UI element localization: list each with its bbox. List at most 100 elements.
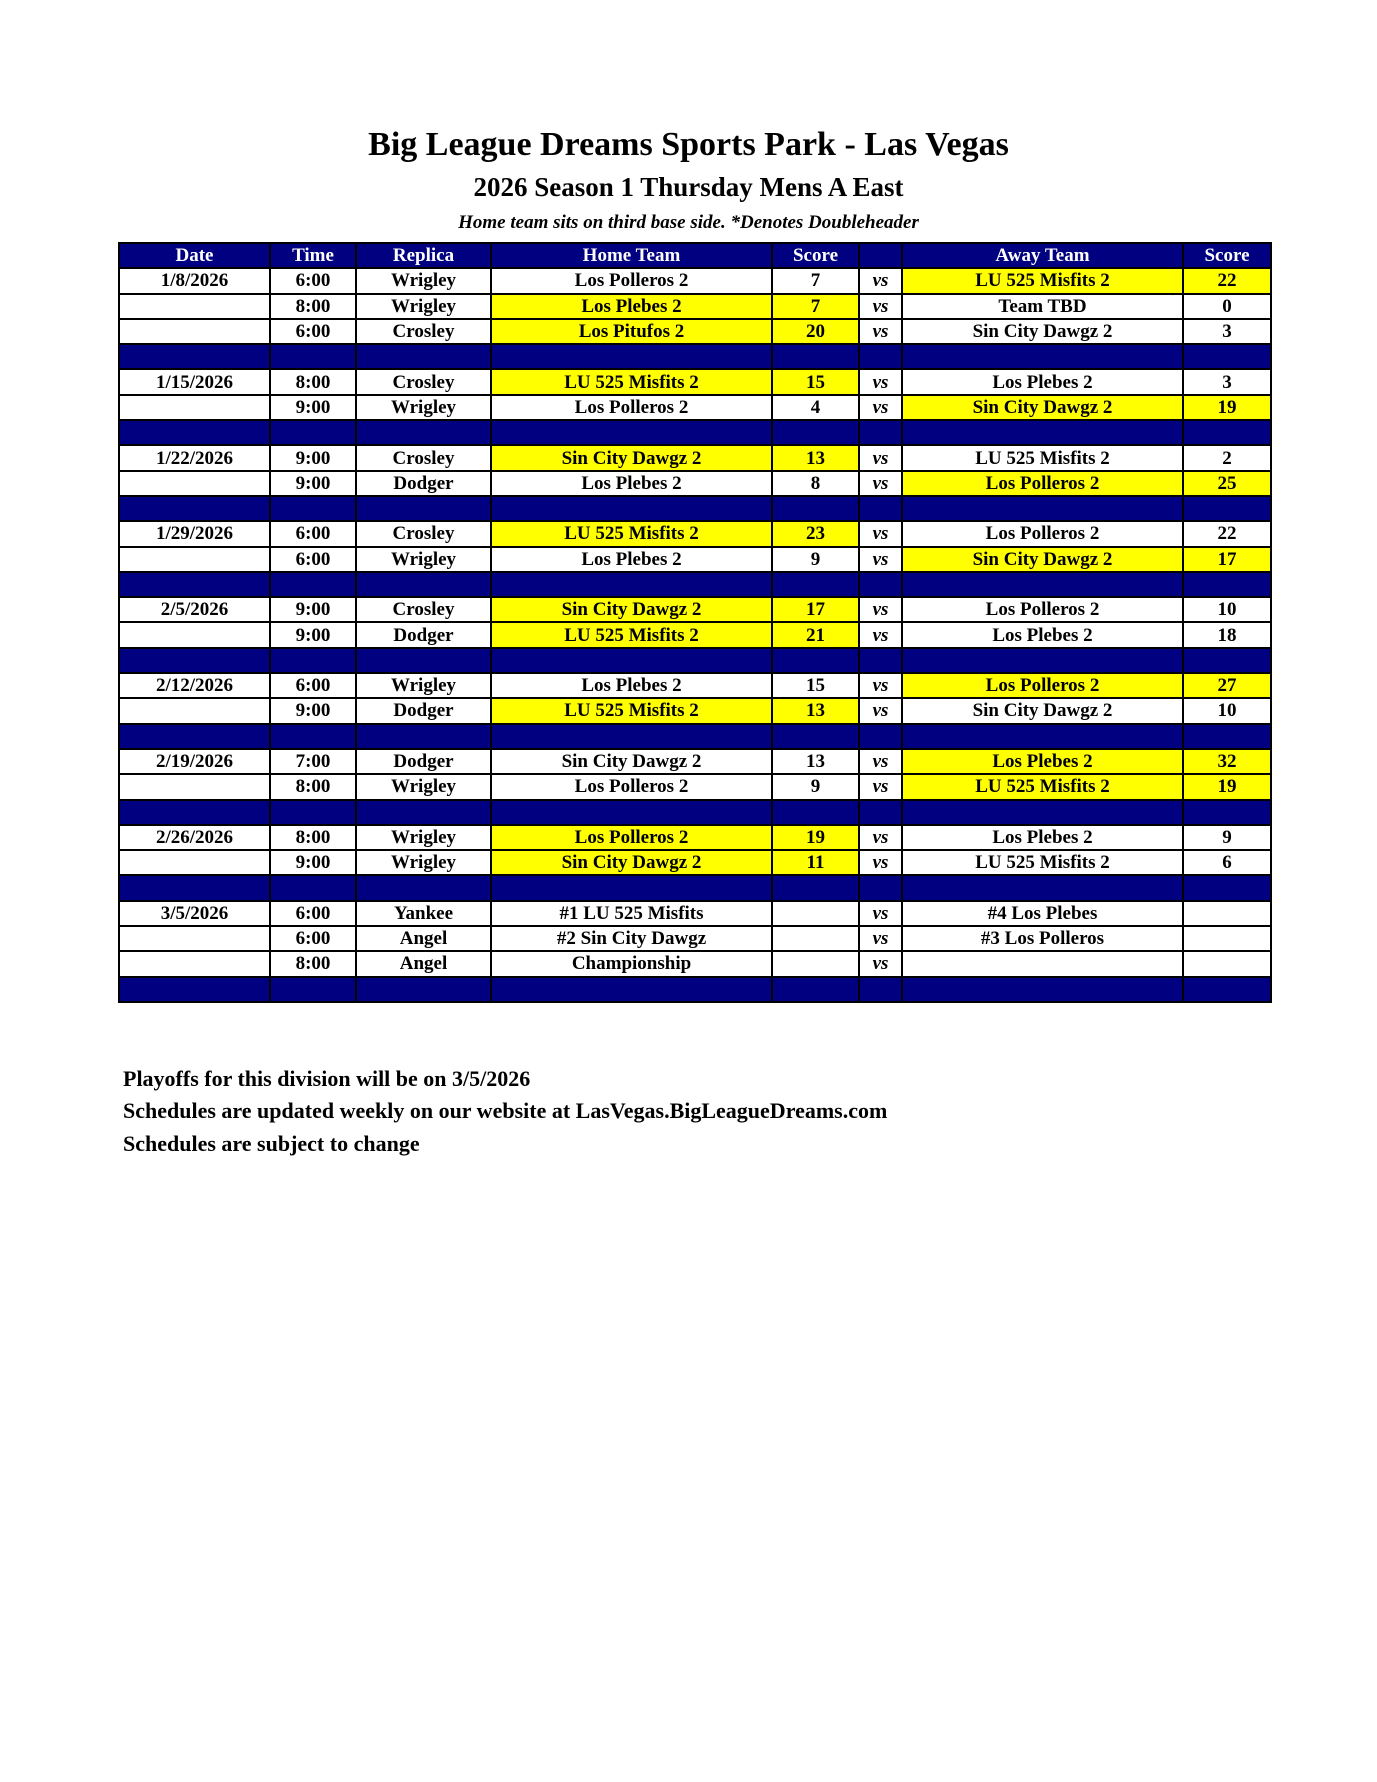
separator-cell <box>771 419 860 447</box>
schedule-note: Home team sits on third base side. *Deno… <box>458 212 919 233</box>
schedule-table: Date Time Replica Home Team Score Away T… <box>118 241 1272 1003</box>
away-team-cell: Sin City Dawgz 2 <box>901 545 1184 573</box>
date-cell: 3/5/2026 <box>118 899 271 928</box>
date-cell <box>118 469 271 497</box>
away-team-cell: Sin City Dawgz 2 <box>901 393 1184 422</box>
table-row: 9:00 Dodger LU 525 Misfits 2 21 vs Los Plebes… <box>118 621 1272 649</box>
date-cell <box>118 950 271 978</box>
table-row: 3/5/2026 6:00 Yankee #1 LU 525 Misfits vs #4 … <box>118 899 1272 928</box>
away-team-cell: Los Plebes 2 <box>901 621 1184 649</box>
home-team-cell: LU 525 Misfits 2 <box>490 621 773 649</box>
schedule-body: 1/8/2026 6:00 Wrigley Los Polleros 2 7 vs LU 5… <box>118 267 1272 1003</box>
time-cell: 8:00 <box>269 368 357 396</box>
col-header-away-score: Score <box>1182 241 1272 270</box>
time-cell: 9:00 <box>269 444 357 472</box>
home-team-cell: Sin City Dawgz 2 <box>490 849 773 877</box>
separator-cell <box>355 722 492 750</box>
separator-cell <box>901 343 1184 371</box>
time-cell: 7:00 <box>269 747 357 776</box>
separator-cell <box>490 570 773 599</box>
home-score-cell: 9 <box>771 773 860 801</box>
table-row: 2/12/2026 6:00 Wrigley Los Plebes 2 15 vs Los … <box>118 672 1272 700</box>
home-team-cell: Los Plebes 2 <box>490 672 773 700</box>
separator-row <box>118 798 1272 826</box>
home-score-cell <box>771 950 860 978</box>
home-team-cell: Los Pitufos 2 <box>490 317 773 346</box>
table-row: 1/8/2026 6:00 Wrigley Los Polleros 2 7 vs LU 5… <box>118 267 1272 295</box>
separator-cell <box>490 419 773 447</box>
away-score-cell: 19 <box>1182 393 1272 422</box>
vs-cell: vs <box>858 545 903 573</box>
separator-cell <box>901 646 1184 675</box>
separator-cell <box>901 874 1184 902</box>
away-score-cell: 3 <box>1182 368 1272 396</box>
home-score-cell: 4 <box>771 393 860 422</box>
col-header-date: Date <box>118 241 271 270</box>
separator-cell <box>118 874 271 902</box>
home-score-cell: 15 <box>771 672 860 700</box>
time-cell: 6:00 <box>269 899 357 928</box>
replica-cell: Yankee <box>355 899 492 928</box>
vs-cell: vs <box>858 469 903 497</box>
home-score-cell: 13 <box>771 697 860 725</box>
separator-row <box>118 646 1272 675</box>
footer-disclaimer: Schedules are subject to change <box>123 1131 420 1156</box>
separator-cell <box>858 874 903 902</box>
separator-cell <box>355 798 492 826</box>
separator-cell <box>269 975 357 1003</box>
separator-cell <box>858 343 903 371</box>
page-subtitle: 2026 Season 1 Thursday Mens A East <box>473 172 904 202</box>
table-row: 6:00 Wrigley Los Plebes 2 9 vs Sin City Dawgz… <box>118 545 1272 573</box>
vs-cell: vs <box>858 317 903 346</box>
away-team-cell: LU 525 Misfits 2 <box>901 773 1184 801</box>
replica-cell: Crosley <box>355 444 492 472</box>
home-score-cell: 7 <box>771 267 860 295</box>
col-header-away-team: Away Team <box>901 241 1184 270</box>
separator-cell <box>118 419 271 447</box>
time-cell: 6:00 <box>269 267 357 295</box>
separator-row <box>118 722 1272 750</box>
home-team-cell: Los Polleros 2 <box>490 773 773 801</box>
separator-cell <box>490 722 773 750</box>
away-score-cell <box>1182 925 1272 953</box>
home-team-cell: Los Polleros 2 <box>490 393 773 422</box>
away-team-cell: Sin City Dawgz 2 <box>901 697 1184 725</box>
separator-cell <box>355 494 492 523</box>
home-team-cell: Sin City Dawgz 2 <box>490 444 773 472</box>
separator-cell <box>1182 975 1272 1003</box>
date-cell <box>118 925 271 953</box>
time-cell: 8:00 <box>269 950 357 978</box>
separator-cell <box>858 646 903 675</box>
separator-cell <box>1182 494 1272 523</box>
separator-cell <box>901 570 1184 599</box>
separator-cell <box>355 646 492 675</box>
separator-cell <box>490 874 773 902</box>
home-score-cell: 13 <box>771 747 860 776</box>
date-cell <box>118 621 271 649</box>
separator-cell <box>1182 722 1272 750</box>
table-row: 9:00 Wrigley Sin City Dawgz 2 11 vs LU 525 Mi… <box>118 849 1272 877</box>
separator-cell <box>490 646 773 675</box>
home-team-cell: LU 525 Misfits 2 <box>490 368 773 396</box>
separator-row <box>118 494 1272 523</box>
replica-cell: Dodger <box>355 747 492 776</box>
separator-cell <box>1182 798 1272 826</box>
col-header-home-team: Home Team <box>490 241 773 270</box>
time-cell: 8:00 <box>269 773 357 801</box>
date-cell: 2/19/2026 <box>118 747 271 776</box>
separator-cell <box>118 570 271 599</box>
separator-cell <box>355 570 492 599</box>
separator-cell <box>118 722 271 750</box>
away-team-cell: LU 525 Misfits 2 <box>901 267 1184 295</box>
separator-row <box>118 570 1272 599</box>
away-score-cell: 6 <box>1182 849 1272 877</box>
away-score-cell: 18 <box>1182 621 1272 649</box>
home-score-cell <box>771 925 860 953</box>
vs-cell: vs <box>858 267 903 295</box>
replica-cell: Wrigley <box>355 267 492 295</box>
table-row: 6:00 Angel #2 Sin City Dawgz vs #3 Los Polle… <box>118 925 1272 953</box>
date-cell: 1/8/2026 <box>118 267 271 295</box>
time-cell: 9:00 <box>269 849 357 877</box>
vs-cell: vs <box>858 444 903 472</box>
date-cell <box>118 545 271 573</box>
